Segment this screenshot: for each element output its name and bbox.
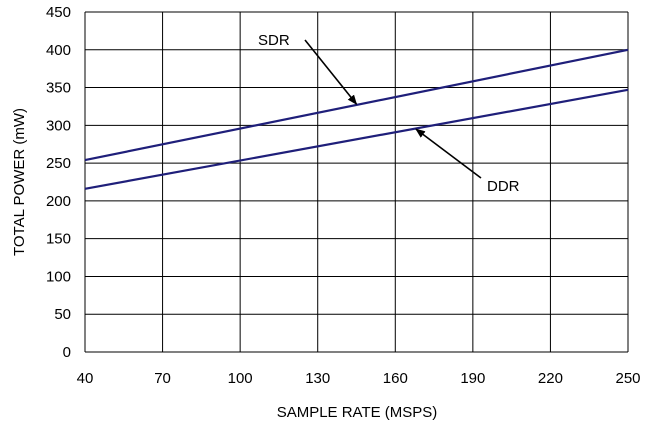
y-tick-label: 400 <box>46 42 71 59</box>
x-axis-title: SAMPLE RATE (MSPS) <box>277 404 438 421</box>
x-tick-label: 250 <box>615 370 640 387</box>
y-tick-label: 0 <box>63 344 71 361</box>
series-line-ddr <box>84 88 629 190</box>
annotation-arrow-sdr <box>304 39 358 105</box>
y-tick-label: 250 <box>46 155 71 172</box>
y-axis-title: TOTAL POWER (mW) <box>11 108 28 256</box>
x-tick-label: 40 <box>77 370 94 387</box>
grid <box>84 11 629 353</box>
y-tick-label: 50 <box>54 306 71 323</box>
x-tick-label: 100 <box>228 370 253 387</box>
tick-labels: 40 70 100 130 160 190 220 250 0 50 100 150 200 250 300… <box>46 4 641 387</box>
y-tick-label: 200 <box>46 193 71 210</box>
y-tick-label: 450 <box>46 4 71 21</box>
y-tick-label: 150 <box>46 231 71 248</box>
annotation-label-ddr: DDR <box>487 178 520 195</box>
x-tick-label: 70 <box>154 370 171 387</box>
x-tick-label: 130 <box>305 370 330 387</box>
annotation-arrow-ddr <box>415 128 482 179</box>
annotation-label-sdr: SDR <box>258 32 290 49</box>
y-tick-label: 350 <box>46 80 71 97</box>
y-tick-label: 300 <box>46 117 71 134</box>
x-tick-label: 220 <box>538 370 563 387</box>
series-layer <box>84 48 629 190</box>
annotations: SDR DDR <box>258 32 520 195</box>
x-tick-label: 160 <box>383 370 408 387</box>
x-tick-label: 190 <box>460 370 485 387</box>
y-tick-label: 100 <box>46 268 71 285</box>
